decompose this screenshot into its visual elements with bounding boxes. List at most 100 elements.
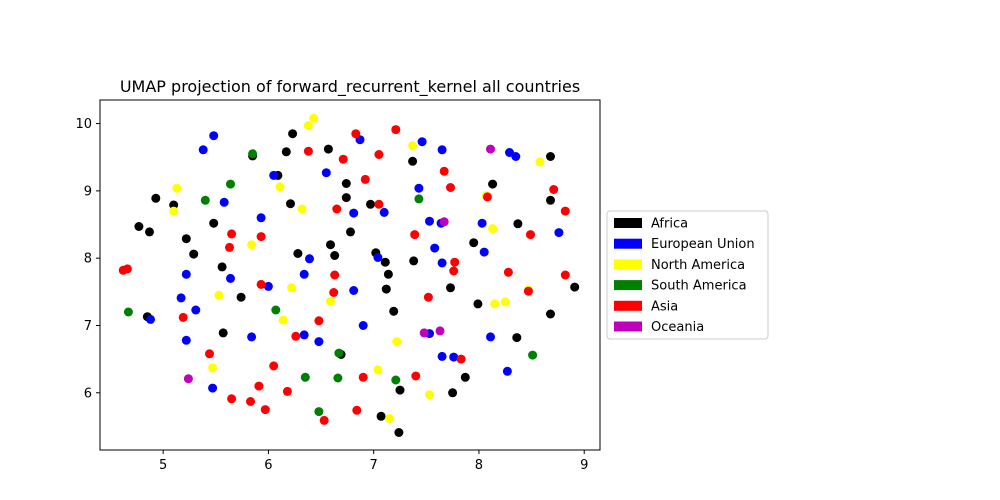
data-point bbox=[247, 240, 257, 250]
data-point bbox=[205, 349, 214, 359]
data-point bbox=[208, 383, 218, 393]
data-point bbox=[435, 326, 445, 336]
data-point bbox=[513, 219, 523, 229]
data-point bbox=[391, 125, 401, 135]
data-point bbox=[299, 330, 309, 340]
data-point bbox=[352, 405, 362, 415]
data-point bbox=[314, 407, 324, 417]
data-point bbox=[512, 333, 522, 343]
data-point bbox=[546, 152, 555, 161]
series-asia bbox=[118, 125, 570, 425]
data-point bbox=[439, 217, 449, 227]
y-tick-label: 8 bbox=[84, 252, 92, 267]
data-point bbox=[297, 204, 307, 214]
data-point bbox=[309, 113, 319, 123]
data-point bbox=[376, 411, 386, 421]
x-tick-label: 8 bbox=[475, 458, 483, 473]
data-point bbox=[358, 321, 368, 330]
data-point bbox=[263, 281, 273, 291]
data-point bbox=[349, 286, 359, 295]
legend-label: Asia bbox=[651, 299, 678, 314]
legend-item: North America bbox=[614, 258, 745, 273]
data-point bbox=[330, 270, 340, 280]
y-axis: 6 7 8 9 10 bbox=[75, 117, 100, 401]
legend-label: European Union bbox=[651, 237, 755, 252]
data-point bbox=[417, 137, 427, 147]
x-axis: 5 6 7 8 9 bbox=[159, 450, 588, 473]
data-point bbox=[374, 199, 384, 209]
data-point bbox=[214, 290, 224, 300]
data-point bbox=[469, 238, 479, 248]
data-point bbox=[482, 192, 492, 202]
legend-swatch bbox=[614, 238, 642, 249]
data-point bbox=[391, 375, 401, 385]
data-point bbox=[260, 405, 270, 415]
data-point bbox=[414, 183, 424, 193]
data-point bbox=[479, 247, 489, 257]
data-point bbox=[511, 152, 521, 161]
data-point bbox=[303, 121, 313, 131]
legend-item: South America bbox=[614, 279, 747, 294]
data-point bbox=[383, 269, 393, 279]
data-point bbox=[338, 154, 348, 164]
data-point bbox=[226, 273, 235, 283]
data-point bbox=[181, 234, 191, 244]
data-point bbox=[379, 207, 389, 217]
data-point bbox=[278, 315, 288, 325]
data-point bbox=[146, 314, 155, 324]
data-point bbox=[189, 249, 199, 259]
data-point bbox=[535, 157, 545, 167]
data-point bbox=[123, 307, 133, 317]
legend-label: South America bbox=[651, 279, 747, 294]
data-point bbox=[145, 227, 154, 237]
data-point bbox=[122, 264, 132, 274]
data-point bbox=[198, 145, 208, 155]
data-point bbox=[449, 352, 459, 362]
data-point bbox=[437, 351, 447, 361]
data-point bbox=[392, 337, 402, 347]
data-point bbox=[288, 129, 298, 139]
series-oceania bbox=[183, 144, 495, 384]
data-point bbox=[410, 230, 420, 240]
legend: Africa European Union North America South A… bbox=[606, 210, 769, 340]
data-point bbox=[456, 354, 466, 364]
legend-item: Africa bbox=[614, 217, 688, 232]
data-point bbox=[209, 131, 219, 141]
data-point bbox=[419, 328, 429, 338]
legend-label: Africa bbox=[651, 217, 688, 232]
data-point bbox=[291, 331, 301, 341]
data-point bbox=[293, 249, 303, 258]
data-point bbox=[323, 144, 333, 154]
data-point bbox=[449, 266, 459, 276]
legend-item: Oceania bbox=[614, 320, 704, 335]
data-point bbox=[423, 292, 433, 302]
data-point bbox=[380, 257, 390, 267]
data-point bbox=[269, 170, 279, 180]
data-point bbox=[321, 168, 331, 178]
legend-label: North America bbox=[651, 258, 745, 273]
data-point bbox=[254, 381, 264, 391]
data-point bbox=[503, 267, 513, 277]
data-point bbox=[326, 240, 335, 250]
data-point bbox=[334, 348, 344, 358]
y-tick-label: 9 bbox=[84, 184, 92, 199]
data-point bbox=[134, 222, 144, 231]
data-point bbox=[546, 195, 555, 205]
data-point bbox=[425, 216, 434, 226]
data-point bbox=[181, 269, 191, 279]
data-point bbox=[346, 227, 355, 237]
data-point bbox=[528, 350, 538, 360]
data-point bbox=[281, 147, 291, 157]
data-point bbox=[329, 288, 339, 297]
data-point bbox=[486, 332, 495, 342]
data-point bbox=[446, 183, 455, 192]
data-point bbox=[502, 366, 512, 376]
series-south-america bbox=[123, 149, 538, 417]
data-point bbox=[554, 228, 564, 238]
data-point bbox=[208, 363, 218, 373]
data-point bbox=[209, 218, 219, 228]
data-point bbox=[360, 174, 370, 184]
data-point bbox=[326, 296, 335, 306]
data-point bbox=[408, 141, 418, 151]
